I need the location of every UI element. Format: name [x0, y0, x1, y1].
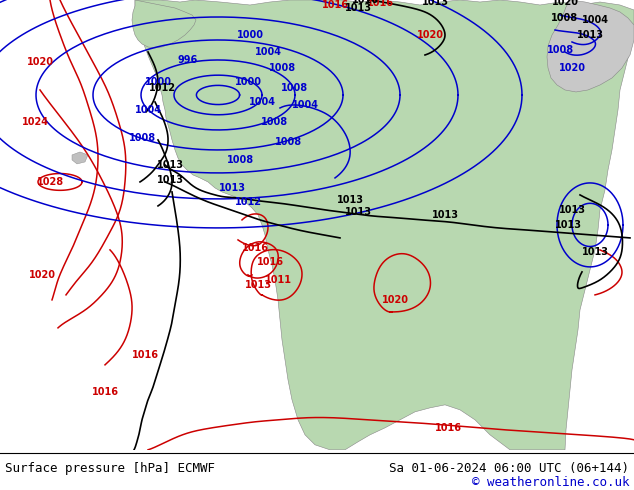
Text: 1016: 1016 — [131, 350, 158, 360]
Text: 1013: 1013 — [245, 280, 271, 290]
Text: 1000: 1000 — [236, 30, 264, 40]
Text: 1012: 1012 — [148, 83, 176, 93]
Text: 1004: 1004 — [134, 105, 162, 115]
Text: 1012: 1012 — [235, 197, 261, 207]
Polygon shape — [135, 0, 634, 450]
Text: 1013: 1013 — [581, 247, 609, 257]
Text: 1008: 1008 — [275, 137, 302, 147]
Text: 1016: 1016 — [321, 0, 349, 10]
Text: 1013: 1013 — [422, 0, 448, 7]
Text: 1013: 1013 — [337, 195, 363, 205]
Text: 1016: 1016 — [257, 257, 283, 267]
Text: © weatheronline.co.uk: © weatheronline.co.uk — [472, 476, 629, 489]
Text: 1008: 1008 — [547, 45, 574, 55]
Text: 1008: 1008 — [552, 13, 579, 23]
Text: 1020: 1020 — [29, 270, 56, 280]
Text: 1013: 1013 — [432, 210, 458, 220]
Text: 1004: 1004 — [292, 100, 318, 110]
Text: Surface pressure [hPa] ECMWF: Surface pressure [hPa] ECMWF — [5, 462, 215, 475]
Text: 1013: 1013 — [344, 3, 372, 13]
Text: 1011: 1011 — [264, 275, 292, 285]
Text: 1013: 1013 — [157, 175, 183, 185]
Text: 1016: 1016 — [366, 0, 394, 8]
Polygon shape — [132, 0, 196, 48]
Text: 1008: 1008 — [268, 63, 295, 73]
Text: 1016: 1016 — [351, 0, 378, 5]
Text: 1013: 1013 — [157, 160, 183, 170]
Text: 1016: 1016 — [434, 423, 462, 433]
Text: 1000: 1000 — [145, 77, 172, 87]
Text: 1020: 1020 — [552, 0, 578, 7]
Text: 996: 996 — [178, 55, 198, 65]
Text: 1013: 1013 — [219, 183, 245, 193]
Text: 1004: 1004 — [249, 97, 276, 107]
Text: 1004: 1004 — [254, 47, 281, 57]
Text: 1004: 1004 — [581, 15, 609, 25]
Text: 1008: 1008 — [281, 83, 309, 93]
Text: 1028: 1028 — [36, 177, 63, 187]
Text: 1013: 1013 — [344, 207, 372, 217]
Text: 1020: 1020 — [417, 30, 444, 40]
Text: 1016: 1016 — [242, 243, 269, 253]
Text: 1020: 1020 — [27, 57, 53, 67]
Text: 1020: 1020 — [559, 63, 586, 73]
Text: 1000: 1000 — [235, 77, 261, 87]
Text: 1008: 1008 — [261, 117, 288, 127]
Text: 1020: 1020 — [382, 295, 408, 305]
Text: 1008: 1008 — [226, 155, 254, 165]
Text: 1013: 1013 — [576, 30, 604, 40]
Text: 1024: 1024 — [22, 117, 48, 127]
Text: 1013: 1013 — [555, 220, 581, 230]
Text: Sa 01-06-2024 06:00 UTC (06+144): Sa 01-06-2024 06:00 UTC (06+144) — [389, 462, 629, 475]
Polygon shape — [72, 152, 88, 164]
Text: 1008: 1008 — [129, 133, 155, 143]
Polygon shape — [547, 0, 634, 92]
Text: 1016: 1016 — [91, 387, 119, 397]
Text: 1013: 1013 — [559, 205, 586, 215]
